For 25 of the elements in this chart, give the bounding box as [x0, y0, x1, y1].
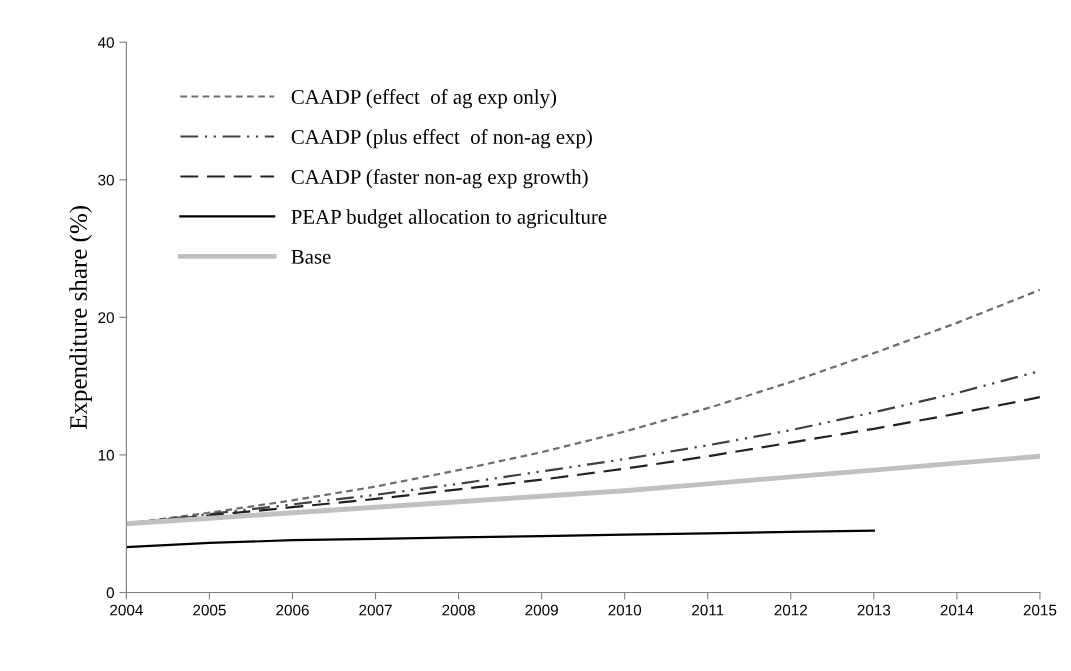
y-tick-label: 0 — [106, 587, 114, 599]
line-series — [126, 453, 1040, 527]
x-tick-label: 2009 — [525, 604, 558, 616]
x-tick-label: 2014 — [940, 604, 974, 616]
legend-label: CAADP (plus effect of non-ag exp) — [291, 129, 592, 149]
y-tick-label: 40 — [97, 37, 114, 48]
x-tick-label: 2010 — [608, 604, 642, 616]
y-axis-title: Expenditure share (%) — [69, 206, 93, 430]
legend-label: CAADP (faster non-ag exp growth) — [291, 169, 588, 189]
x-tick-label: 2012 — [774, 604, 808, 616]
x-tick-label: 2005 — [193, 604, 226, 616]
x-tick-label: 2007 — [359, 604, 392, 616]
x-tick-label: 2013 — [857, 604, 891, 616]
y-tick-label: 30 — [98, 174, 114, 186]
x-tick-label: 2008 — [442, 604, 475, 616]
x-tick-label: 2006 — [276, 604, 309, 616]
x-tick-label: 2015 — [1023, 604, 1057, 616]
legend-label: CAADP (effect of ag exp only) — [291, 89, 557, 109]
x-tick-label: 2004 — [110, 604, 143, 616]
y-tick-label: 20 — [98, 312, 114, 324]
x-tick-label: 2011 — [692, 604, 724, 616]
legend-label: PEAP budget allocation to agriculture — [291, 209, 607, 229]
legend-label: Base — [291, 249, 331, 264]
line-series — [126, 529, 875, 549]
y-tick-label: 10 — [98, 449, 114, 461]
